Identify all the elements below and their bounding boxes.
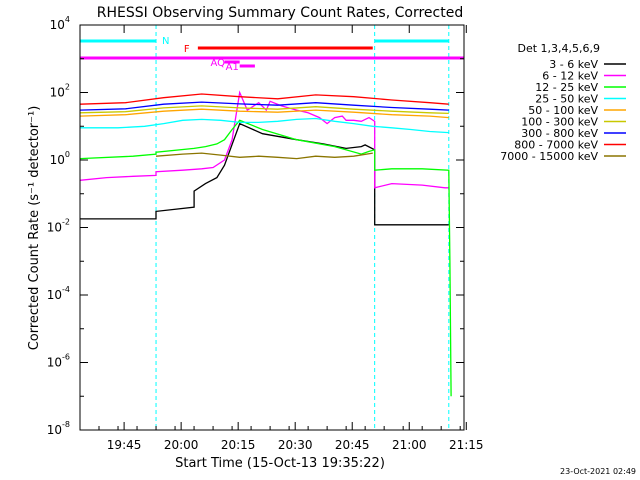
flag-label: A1: [226, 62, 239, 73]
legend-label: 25 - 50 keV: [535, 93, 598, 106]
legend-label: 7000 - 15000 keV: [500, 150, 598, 163]
legend-label: 50 - 100 keV: [528, 104, 598, 117]
x-tick-label: 20:15: [221, 438, 256, 452]
legend-label: 100 - 300 keV: [521, 116, 598, 129]
flag-bars: F AQ A1: [184, 44, 373, 73]
footer-date: 23-Oct-2021 02:49: [560, 467, 636, 476]
x-tick-label: 20:30: [278, 438, 313, 452]
y-tick-label: 102: [50, 83, 70, 100]
night-intervals: N: [79, 25, 464, 430]
series-line: [79, 108, 449, 119]
y-tick-label: 100: [50, 150, 70, 167]
series-line: [79, 105, 449, 115]
series-line: [80, 122, 449, 226]
x-tick-label: 21:00: [392, 438, 427, 452]
x-axis: 19:45 20:00 20:15 20:30 20:45 21:00 21:15: [79, 25, 484, 452]
y-tick-label: 10-2: [47, 218, 70, 235]
legend-title: Det 1,3,4,5,6,9: [517, 42, 600, 55]
flag-label: AQ: [210, 58, 225, 69]
y-axis: 104 102 100 10-2 10-4 10-6 10-8: [47, 15, 464, 437]
chart-title: RHESSI Observing Summary Count Rates, Co…: [97, 5, 463, 21]
series-line: [155, 152, 373, 160]
legend-label: 800 - 7000 keV: [514, 139, 598, 152]
y-tick-label: 10-8: [47, 420, 70, 437]
x-tick-label: 20:00: [164, 438, 199, 452]
series-line: [79, 119, 452, 397]
x-axis-label: Start Time (15-Oct-13 19:35:22): [175, 456, 385, 471]
night-label: N: [162, 36, 169, 47]
legend-label: 300 - 800 keV: [521, 127, 598, 140]
legend-label: 3 - 6 keV: [549, 58, 598, 71]
series-layer: [79, 90, 452, 397]
y-tick-label: 10-4: [47, 285, 70, 302]
x-tick-label: 19:45: [107, 438, 142, 452]
y-tick-label: 10-6: [47, 353, 70, 370]
plot-frame: [79, 24, 465, 431]
series-line: [79, 90, 449, 189]
series-line: [79, 93, 449, 105]
x-tick-label: 20:45: [335, 438, 370, 452]
series-line: [80, 117, 449, 134]
legend-label: 12 - 25 keV: [535, 81, 598, 94]
y-axis-label: Corrected Count Rate (s⁻¹ detector⁻¹): [27, 106, 42, 351]
series-line: [79, 101, 449, 111]
y-tick-label: 104: [50, 15, 70, 32]
legend-label: 6 - 12 keV: [542, 70, 598, 83]
flag-label: F: [184, 44, 190, 55]
x-tick-label: 21:15: [449, 438, 484, 452]
